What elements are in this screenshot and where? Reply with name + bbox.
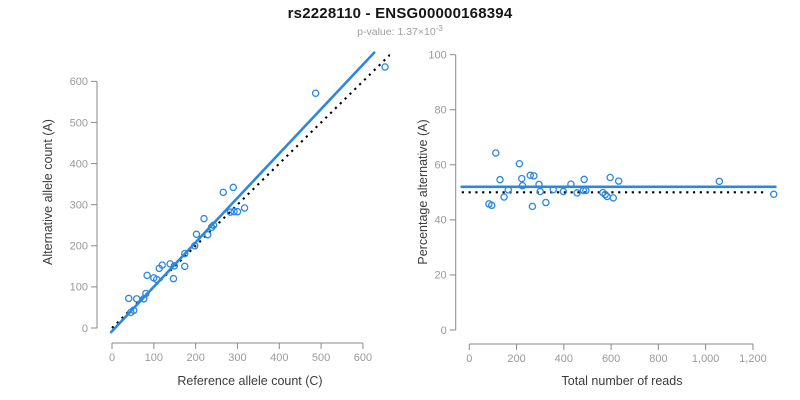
- figure-title: rs2228110 - ENSG00000168394: [287, 5, 513, 22]
- data-point: [233, 207, 242, 216]
- y-tick-label: 20: [434, 270, 446, 282]
- x-tick-label: 0: [109, 352, 115, 364]
- data-point: [535, 180, 543, 189]
- data-point: [240, 204, 249, 212]
- data-point: [614, 177, 623, 185]
- percentage-vs-reads-scatter: 0 200 400 600 800 1,000 1,200 0 20 40 60 80 100 Total…: [416, 50, 778, 388]
- p-value-exponent: -3: [435, 24, 443, 33]
- data-point: [492, 149, 500, 157]
- y-tick-label: 0: [82, 323, 88, 335]
- data-point: [542, 198, 550, 207]
- data-point: [142, 289, 150, 298]
- x-tick-label: 500: [312, 352, 330, 364]
- x-tick-label: 400: [555, 353, 573, 365]
- y-tick-label: 600: [70, 76, 88, 88]
- x-tick-label: 200: [507, 353, 525, 365]
- y-tick-label: 60: [434, 160, 446, 172]
- data-point: [166, 260, 174, 268]
- y-tick-label: 200: [70, 241, 88, 253]
- data-point: [158, 261, 166, 269]
- data-point: [381, 63, 389, 71]
- y-tick-label: 40: [434, 215, 446, 227]
- p-value-text: p-value: 1.37×10: [357, 26, 436, 38]
- x-axis-title: Reference allele count (C): [177, 374, 322, 388]
- allele-counts-scatter: 0 100 200 300 400 500 600 0 100 200 300 400 500 600 Re…: [41, 51, 390, 388]
- x-tick-label: 400: [270, 352, 288, 364]
- y-tick-label: 100: [70, 282, 88, 294]
- data-point: [191, 242, 199, 250]
- data-point: [559, 187, 568, 196]
- data-point: [526, 171, 535, 180]
- data-point: [207, 223, 216, 232]
- data-point: [226, 208, 235, 216]
- y-tick-label: 0: [441, 325, 447, 337]
- data-point: [606, 173, 614, 182]
- x-tick-label: 0: [466, 353, 472, 365]
- y-tick-label: 300: [70, 199, 88, 211]
- x-tick-label: 600: [602, 353, 620, 365]
- x-tick-label: 200: [186, 352, 204, 364]
- data-point: [528, 202, 537, 211]
- data-point: [132, 295, 141, 303]
- data-point: [504, 186, 513, 194]
- data-point: [580, 175, 588, 184]
- x-tick-label: 800: [649, 353, 667, 365]
- data-point: [601, 190, 609, 199]
- data-point: [530, 172, 538, 180]
- data-point: [181, 249, 189, 258]
- y-axis-title: Alternative allele count (A): [41, 119, 55, 265]
- data-point: [518, 181, 527, 190]
- x-tick-label: 1,000: [692, 353, 720, 365]
- y-axis-title: Percentage alternative (A): [416, 119, 430, 264]
- data-point: [573, 189, 581, 197]
- data-point: [129, 306, 138, 315]
- data-point: [219, 188, 227, 197]
- data-point: [181, 262, 189, 271]
- data-point: [230, 207, 238, 216]
- data-point: [209, 221, 218, 229]
- data-point: [500, 193, 508, 201]
- x-tick-label: 300: [228, 352, 246, 364]
- data-point: [769, 190, 778, 199]
- data-point: [200, 214, 208, 223]
- data-point: [549, 185, 557, 194]
- x-tick-label: 600: [354, 352, 372, 364]
- data-point: [192, 230, 201, 239]
- data-point: [715, 177, 724, 186]
- y-tick-label: 400: [70, 158, 88, 170]
- data-point: [515, 159, 524, 168]
- y-tick-label: 80: [434, 105, 446, 117]
- reference-dotted-line: [111, 53, 390, 329]
- data-point: [124, 294, 133, 303]
- data-point: [152, 275, 161, 284]
- data-point: [204, 230, 212, 239]
- data-point: [169, 274, 178, 283]
- data-point: [609, 194, 617, 202]
- y-tick-label: 100: [428, 50, 446, 62]
- p-value-subtitle: p-value: 1.37×10-3: [0, 24, 800, 38]
- x-tick-label: 1,200: [739, 353, 767, 365]
- data-point: [488, 201, 496, 210]
- data-point: [579, 186, 588, 195]
- y-tick-label: 500: [70, 117, 88, 129]
- plot-data-region: [109, 51, 390, 334]
- fit-line: [109, 51, 376, 334]
- data-point: [229, 183, 238, 192]
- plot-data-region: [460, 149, 778, 211]
- x-axis-title: Total number of reads: [562, 374, 683, 388]
- data-point: [311, 89, 320, 98]
- data-point: [582, 186, 590, 195]
- data-point: [536, 187, 544, 196]
- data-point: [143, 271, 151, 280]
- data-point: [170, 262, 179, 270]
- x-tick-label: 100: [145, 352, 163, 364]
- data-point: [496, 175, 504, 184]
- data-point: [518, 174, 526, 183]
- data-point: [567, 180, 575, 188]
